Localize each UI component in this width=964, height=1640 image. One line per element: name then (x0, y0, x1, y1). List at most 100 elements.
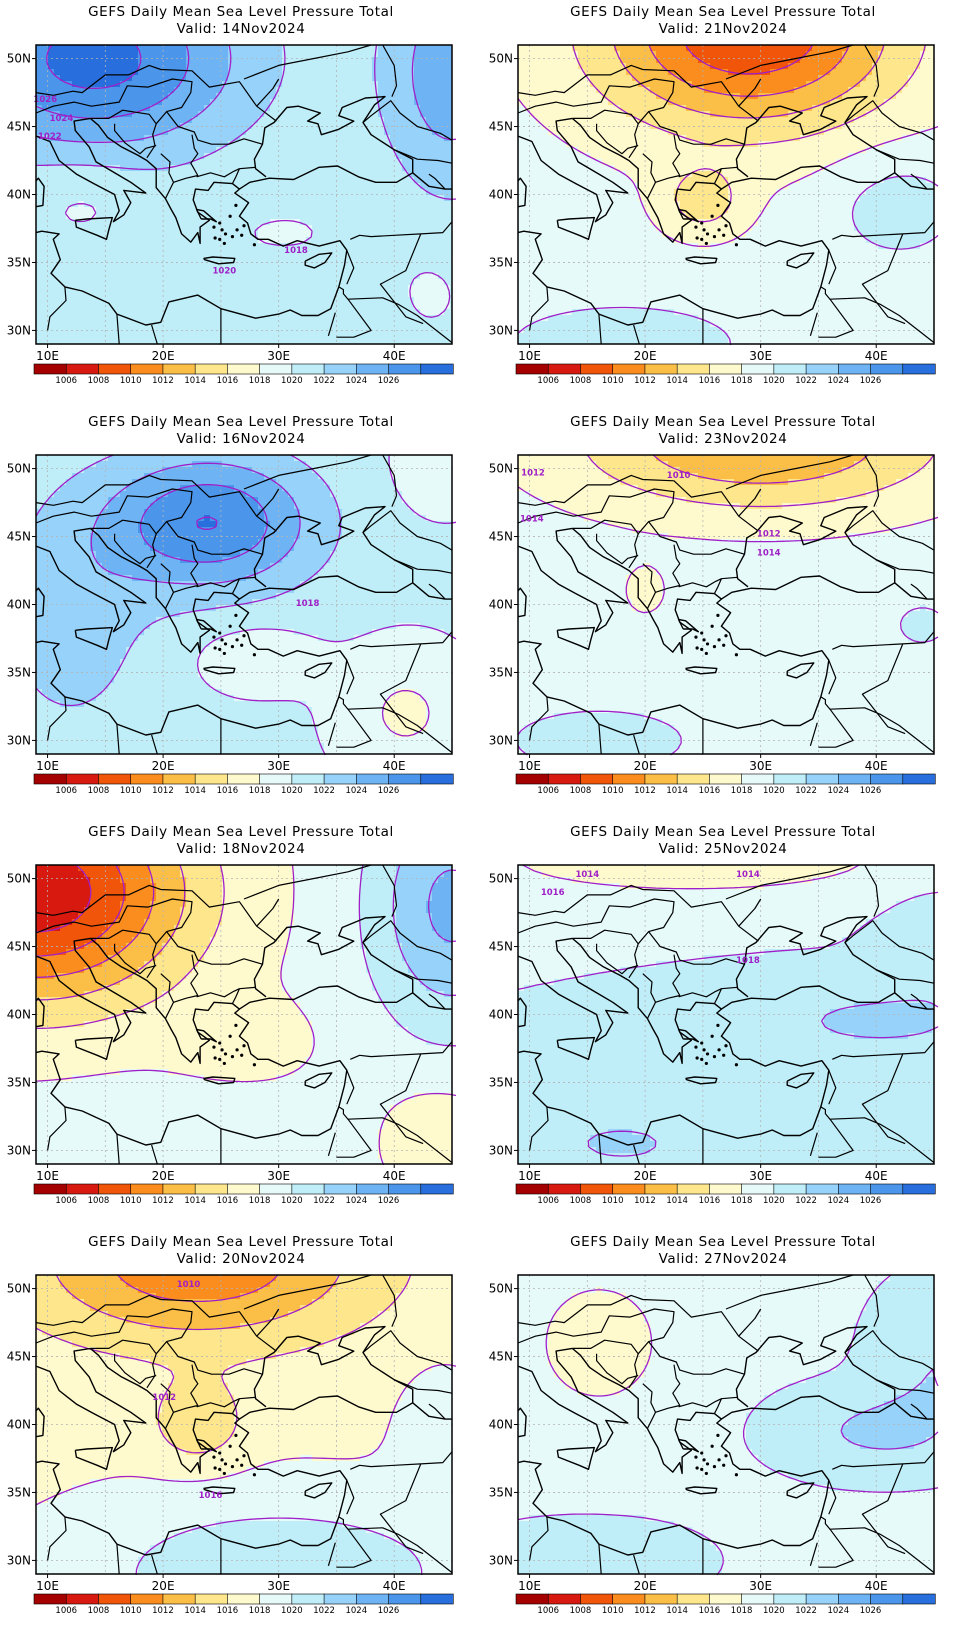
isobar-1018 (135, 1517, 423, 1576)
colorbar-swatch (259, 1593, 293, 1605)
colorbar-swatch (870, 1593, 904, 1605)
lon-label: 10E (36, 1169, 59, 1183)
colorbar-swatch (676, 1593, 710, 1605)
colorbar-swatch (612, 1593, 646, 1605)
colorbar-label: 1026 (860, 1196, 882, 1206)
colorbar-label: 1026 (378, 786, 400, 796)
colorbar-swatch (420, 1593, 454, 1605)
graticule (36, 455, 452, 754)
colorbar-swatch (805, 363, 839, 375)
colorbar-swatch (33, 1183, 67, 1195)
colorbar-label: 1018 (731, 1606, 753, 1616)
colorbar-label: 1008 (88, 1196, 110, 1206)
isobar-label: 1024 (50, 114, 74, 124)
colorbar-swatch (773, 773, 807, 785)
colorbar-label: 1020 (763, 1196, 785, 1206)
isobar-1026 (46, 44, 142, 90)
colorbar-swatch (388, 1183, 422, 1195)
lat-label: 30N (489, 1553, 513, 1567)
lat-label: 45N (7, 940, 31, 954)
lon-label: 10E (518, 349, 541, 363)
lat-label: 40N (7, 1418, 31, 1432)
isobar-label: 1010 (177, 1280, 201, 1290)
colorbar-swatch (547, 363, 582, 375)
colorbar-swatch (709, 773, 743, 785)
colorbar-label: 1016 (217, 376, 239, 386)
isobar-label: 1026 (33, 95, 57, 105)
colorbar-label: 1018 (249, 376, 271, 386)
lat-label: 30N (7, 323, 31, 337)
colorbar-label: 1018 (731, 786, 753, 796)
colorbar-swatch (323, 363, 357, 375)
colorbar-swatch (194, 773, 228, 785)
colorbar-label: 1022 (795, 1196, 817, 1206)
colorbar-swatch (547, 1593, 582, 1605)
colorbar: 1006 1008 1010 1012 1014 1016 1018 1020 1022 1024… (515, 1183, 936, 1206)
isobar-label: 1014 (736, 870, 760, 880)
isobar-1012 (652, 454, 869, 484)
colorbar-swatch (838, 1183, 872, 1195)
colorbar-label: 1018 (731, 376, 753, 386)
colorbar-label: 1018 (249, 1606, 271, 1616)
colorbar-label: 1010 (120, 1606, 142, 1616)
colorbar-label: 1012 (152, 1606, 174, 1616)
colorbar-swatch (420, 773, 454, 785)
colorbar-swatch (291, 773, 325, 785)
lat-label: 50N (7, 52, 31, 66)
colorbar-swatch (291, 363, 325, 375)
colorbar-label: 1008 (570, 1196, 592, 1206)
colorbar-swatch (870, 363, 904, 375)
colorbar-label: 1006 (55, 786, 77, 796)
colorbar: 1006 1008 1010 1012 1014 1016 1018 1020 1022 1024… (515, 773, 936, 796)
lat-label: 40N (489, 188, 513, 202)
colorbar-label: 1016 (217, 1196, 239, 1206)
isobar-label: 1016 (199, 1491, 223, 1501)
lat-label: 35N (489, 1485, 513, 1499)
lon-label: 10E (518, 1579, 541, 1593)
lat-label: 50N (489, 872, 513, 886)
colorbar: 1006 1008 1010 1012 1014 1016 1018 1020 1022 1024… (515, 1593, 936, 1616)
colorbar-label: 1006 (537, 786, 559, 796)
colorbar-label: 1016 (699, 1606, 721, 1616)
colorbar-swatch (644, 363, 678, 375)
lon-label: 30E (267, 349, 290, 363)
colorbar-label: 1018 (731, 1196, 753, 1206)
colorbar: 1006 1008 1010 1012 1014 1016 1018 1020 1022 1024… (33, 1593, 454, 1616)
colorbar-label: 1016 (699, 1196, 721, 1206)
panel-title: GEFS Daily Mean Sea Level Pressure Total (482, 414, 964, 431)
colorbar-swatch (65, 1593, 100, 1605)
panel-valid-date: Valid: 14Nov2024 (0, 21, 482, 38)
colorbar-swatch (194, 1183, 228, 1195)
lon-label: 20E (152, 1169, 175, 1183)
colorbar-label: 1010 (120, 376, 142, 386)
colorbar-swatch (515, 1183, 549, 1195)
colorbar: 1006 1008 1010 1012 1014 1016 1018 1020 1022 1024… (515, 363, 936, 386)
colorbar-label: 1024 (345, 786, 367, 796)
panel-title: GEFS Daily Mean Sea Level Pressure Total (482, 824, 964, 841)
panel-valid-date: Valid: 16Nov2024 (0, 431, 482, 448)
pressure-fill (36, 45, 452, 344)
colorbar-label: 1016 (699, 786, 721, 796)
lat-label: 50N (7, 462, 31, 476)
lat-label: 40N (489, 1008, 513, 1022)
colorbar-label: 1022 (795, 376, 817, 386)
lon-label: 10E (36, 1579, 59, 1593)
map-svg: 1026 1024 1022 1018 1020 50N 45N 40N 35N 30N 10E 20… (7, 44, 457, 386)
colorbar-label: 1024 (827, 1196, 849, 1206)
colorbar-swatch (805, 1183, 839, 1195)
isobar-1020 (392, 864, 457, 997)
axis-labels: 50N 45N 40N 35N 30N 10E 20E 30E 40E (489, 872, 888, 1183)
lat-label: 50N (489, 1282, 513, 1296)
isobar-1008 (35, 864, 125, 957)
panel-valid-date: Valid: 25Nov2024 (482, 841, 964, 858)
axis-labels: 50N 45N 40N 35N 30N 10E 20E 30E 40E (7, 872, 406, 1183)
graticule (518, 1275, 934, 1574)
lat-label: 50N (489, 52, 513, 66)
colorbar-swatch (33, 1593, 67, 1605)
colorbar-label: 1020 (763, 1606, 785, 1616)
colorbar-label: 1014 (666, 1196, 688, 1206)
colorbar-swatch (838, 1593, 872, 1605)
axis-labels: 50N 45N 40N 35N 30N 10E 20E 30E 40E (489, 1282, 888, 1593)
colorbar-swatch (547, 773, 582, 785)
